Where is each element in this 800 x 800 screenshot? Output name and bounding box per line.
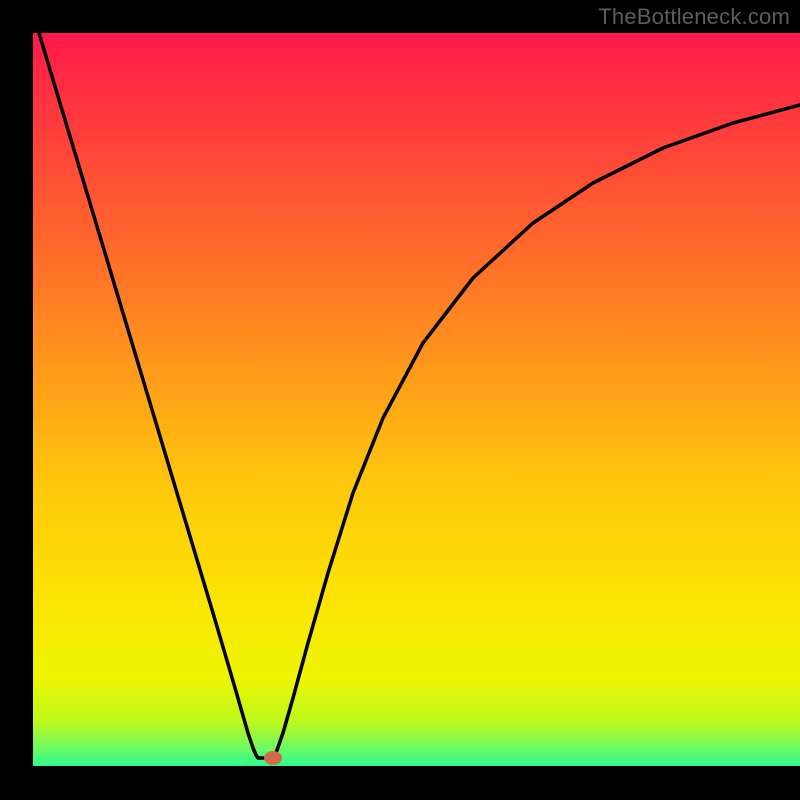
min-marker: [264, 751, 282, 765]
curve-svg: [33, 33, 800, 766]
plot-area: [33, 33, 800, 766]
watermark-text: TheBottleneck.com: [598, 4, 790, 30]
bottleneck-curve: [33, 13, 800, 758]
